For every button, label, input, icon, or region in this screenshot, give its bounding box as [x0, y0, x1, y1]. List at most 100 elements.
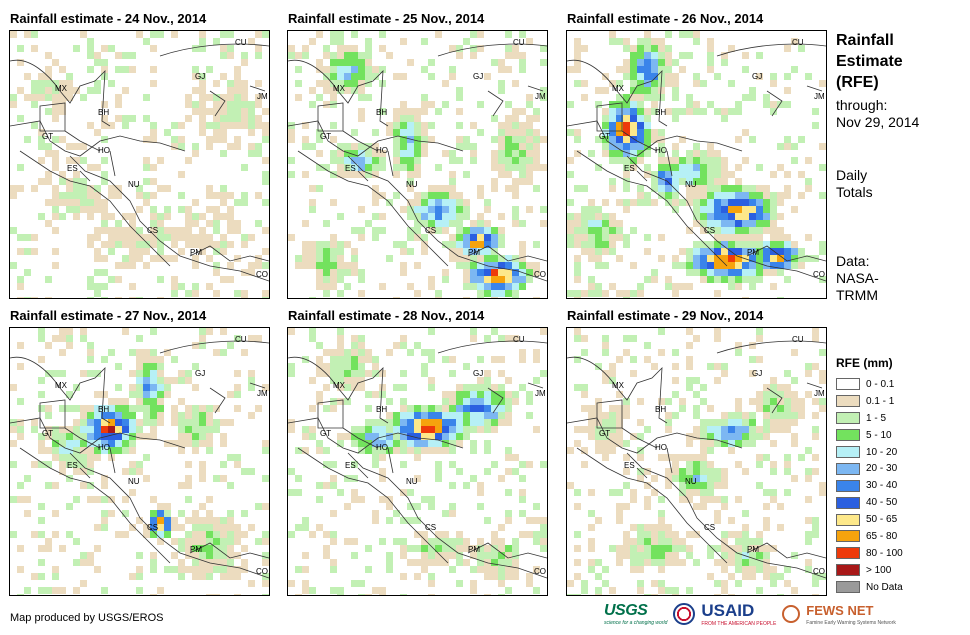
rain-cell [101, 475, 108, 482]
rain-cell [337, 45, 344, 52]
rain-cell [122, 328, 129, 335]
rain-cell [164, 227, 171, 234]
rain-cell [805, 538, 812, 545]
rain-cell [477, 552, 484, 559]
rain-cell [665, 426, 672, 433]
rain-cell [456, 143, 463, 150]
rain-cell [721, 234, 728, 241]
rain-cell [407, 206, 414, 213]
rain-cell [150, 559, 157, 566]
rain-cell [421, 419, 428, 426]
rain-cell [749, 136, 756, 143]
rain-cell [742, 94, 749, 101]
rain-cell [372, 129, 379, 136]
rain-cell [679, 52, 686, 59]
rain-cell [791, 433, 798, 440]
rain-cell [150, 391, 157, 398]
rain-cell [644, 52, 651, 59]
rain-cell [302, 241, 309, 248]
rain-cell [288, 129, 295, 136]
rain-cell [763, 454, 770, 461]
rain-cell [351, 475, 358, 482]
rain-cell [262, 552, 269, 559]
coastline [487, 382, 544, 414]
rain-cell [150, 384, 157, 391]
rain-cell [199, 115, 206, 122]
rain-cell [686, 496, 693, 503]
rain-cell [192, 73, 199, 80]
rain-cell [512, 276, 519, 283]
rain-cell [316, 283, 323, 290]
rain-cell [442, 269, 449, 276]
rain-cell [178, 433, 185, 440]
rain-cell [714, 510, 721, 517]
rain-cell [80, 405, 87, 412]
rain-cell [484, 447, 491, 454]
coastline [189, 245, 269, 262]
rain-cell [17, 433, 24, 440]
rain-cell [31, 426, 38, 433]
rain-cell [477, 545, 484, 552]
rain-cell [700, 276, 707, 283]
rain-cell [777, 384, 784, 391]
rain-cell [672, 545, 679, 552]
rain-cell [770, 398, 777, 405]
rain-cell [31, 297, 38, 298]
rain-cell [679, 559, 686, 566]
rain-cell [651, 269, 658, 276]
rain-cell [505, 164, 512, 171]
rain-cell [714, 262, 721, 269]
rain-cell [714, 171, 721, 178]
rain-cell [679, 454, 686, 461]
rain-cell [94, 129, 101, 136]
rain-cell [351, 356, 358, 363]
rain-cell [220, 192, 227, 199]
rain-cell [136, 234, 143, 241]
rain-cell [192, 241, 199, 248]
rain-cell [59, 454, 66, 461]
rain-cell [812, 363, 819, 370]
rain-cell [414, 171, 421, 178]
rain-cell [512, 335, 519, 342]
rain-cell [428, 384, 435, 391]
country-label: CO [256, 567, 268, 576]
rain-cell [616, 510, 623, 517]
rain-cell [129, 489, 136, 496]
country-label: PM [190, 248, 202, 257]
rain-cell [505, 545, 512, 552]
rain-cell [337, 248, 344, 255]
rain-cell [59, 178, 66, 185]
rain-cell [742, 412, 749, 419]
rain-cell [45, 461, 52, 468]
rain-cell [498, 384, 505, 391]
rain-cell [693, 255, 700, 262]
rain-cell [31, 31, 38, 38]
rain-cell [505, 517, 512, 524]
rain-cell [735, 283, 742, 290]
rain-cell [31, 419, 38, 426]
rain-cell [52, 206, 59, 213]
rain-cell [805, 157, 812, 164]
rain-cell [337, 59, 344, 66]
rain-cell [735, 559, 742, 566]
rain-cell [421, 234, 428, 241]
rain-cell [644, 164, 651, 171]
rain-cell [770, 171, 777, 178]
rain-cell [700, 213, 707, 220]
rain-cell [400, 150, 407, 157]
rain-cell [185, 517, 192, 524]
rain-cell [10, 426, 17, 433]
rain-cell [707, 269, 714, 276]
rain-cell [756, 73, 763, 80]
rain-cell [24, 31, 31, 38]
rain-cell [108, 398, 115, 405]
rain-cell [59, 136, 66, 143]
rain-cell [108, 241, 115, 248]
rain-cell [323, 276, 330, 283]
rain-cell [393, 241, 400, 248]
rain-cell [498, 405, 505, 412]
rain-cell [136, 370, 143, 377]
rain-cell [351, 440, 358, 447]
rain-cell [157, 213, 164, 220]
